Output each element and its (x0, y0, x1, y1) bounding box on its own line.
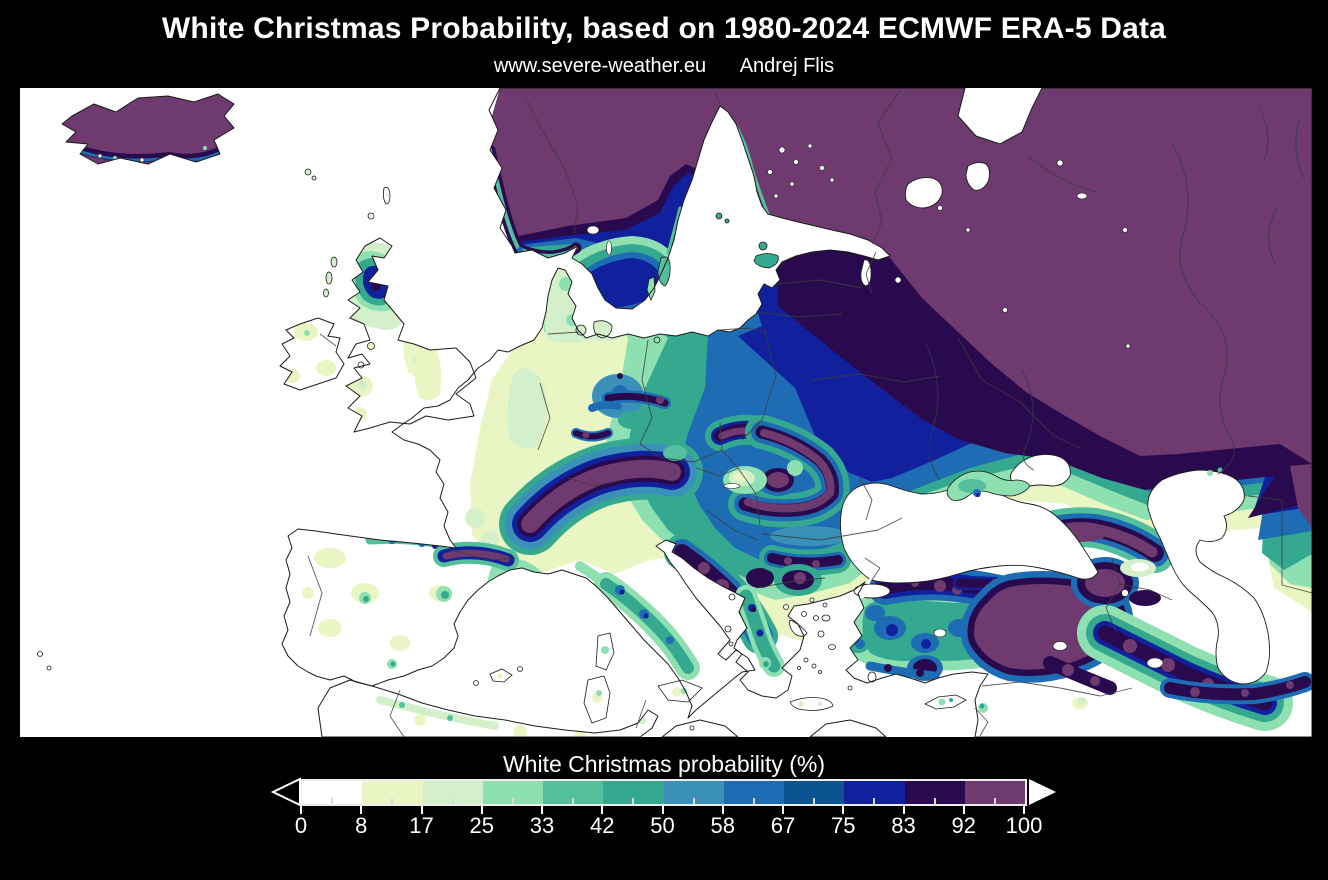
author-credit: Andrej Flis (739, 55, 835, 77)
colorbar-tick-label: 33 (529, 813, 555, 838)
colorbar-segment (482, 781, 543, 804)
small-lakes (767, 143, 1131, 349)
subtitle: www.severe-weather.eu Andrej Flis (0, 55, 1328, 78)
colorbar-segment (663, 781, 724, 804)
colorbar-scale (300, 779, 1027, 806)
colorbar-tick (300, 806, 302, 814)
colorbar-tick-label: 92 (951, 813, 976, 838)
colorbar-segment (543, 781, 604, 804)
lake-onega (965, 161, 991, 191)
colorbar-tick-label: 67 (770, 813, 796, 838)
lake-peipus (860, 259, 872, 287)
colorbar-segment (422, 781, 483, 804)
colorbar-tick (782, 806, 784, 814)
colorbar-segment (784, 781, 845, 804)
colorbar-arrows (270, 777, 1056, 807)
colorbar-tick-label: 58 (710, 813, 735, 838)
colorbar-segment (844, 781, 905, 804)
colorbar-tick (902, 806, 905, 814)
colorbar-tick (1023, 806, 1025, 814)
colorbar-tick-label: 100 (1005, 813, 1043, 838)
colorbar-segment (603, 781, 664, 804)
rivers (925, 105, 1305, 481)
colorbar-tick (420, 806, 423, 814)
colorbar-tick-label: 83 (891, 813, 916, 838)
map-canvas (20, 88, 1312, 737)
colorbar-segment (904, 781, 965, 804)
colorbar-title: White Christmas probability (%) (502, 751, 826, 777)
colorbar-tick-label: 8 (355, 813, 368, 838)
colorbar-tick-label: 0 (294, 813, 308, 838)
colorbar-tick-label: 50 (650, 813, 675, 838)
country-borders (307, 89, 1312, 737)
colorbar-tick (842, 806, 845, 814)
colorbar-tick-label: 42 (590, 813, 615, 838)
black-sea (839, 482, 1099, 584)
colorbar-segment (964, 781, 1025, 804)
lake-ladoga (904, 177, 943, 209)
colorbar-segment (302, 781, 363, 804)
colorbar-underflow-arrow (270, 777, 301, 807)
colorbar-tick (480, 806, 483, 814)
colorbar-tick-labels: 0 8 17 25 33 42 50 58 67 75 83 92 100 (295, 813, 1042, 838)
colorbar-segment (723, 781, 784, 804)
colorbar-tick (541, 806, 543, 814)
colorbar-tick-label: 75 (831, 813, 856, 838)
sea-of-marmara (853, 583, 891, 599)
page-title: White Christmas Probability, based on 19… (161, 12, 1167, 45)
colorbar-tick (721, 806, 724, 814)
colorbar-tick-label: 17 (409, 813, 434, 838)
colorbar-tick (661, 806, 664, 814)
colorbar-tick (962, 806, 965, 814)
colorbar-ticks (300, 806, 1027, 814)
website-credit: www.severe-weather.eu (493, 55, 707, 77)
crimea (946, 470, 1031, 501)
colorbar-tick-label: 25 (469, 813, 494, 838)
islands (37, 168, 1223, 731)
colorbar-segment (362, 781, 423, 804)
caspian-sea (1147, 469, 1271, 685)
colorbar-tick (360, 806, 363, 814)
europe-probability-map (20, 88, 1312, 737)
colorbar-overflow-arrow (1029, 779, 1056, 805)
colorbar-tick (601, 806, 604, 814)
probability-field (62, 88, 1312, 737)
